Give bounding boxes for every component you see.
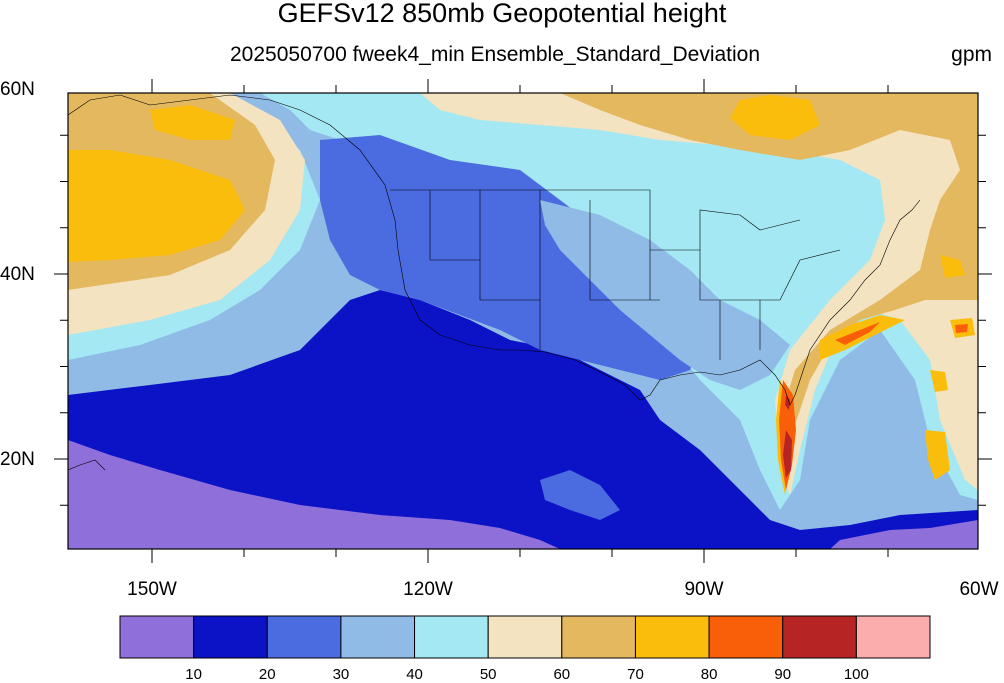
map-frame xyxy=(67,92,979,550)
colorbar-label: 20 xyxy=(258,666,276,683)
colorbar-label: 40 xyxy=(406,666,423,683)
colorbar-swatch xyxy=(561,615,636,659)
map-subtitle: 2025050700 fweek4_min Ensemble_Standard_… xyxy=(230,43,761,66)
std-dev-field xyxy=(68,93,978,549)
colorbar-swatch xyxy=(119,615,195,659)
colorbar-swatch xyxy=(266,615,342,659)
lat-label-20n: 20N xyxy=(0,449,35,470)
units-label: gpm xyxy=(951,43,992,66)
lon-label-60w: 60W xyxy=(959,579,999,600)
colorbar-swatch xyxy=(634,615,710,659)
lon-label-120w: 120W xyxy=(403,579,453,600)
field-30-40-land xyxy=(540,200,790,390)
boundaries xyxy=(68,94,921,471)
colorbar-label: 100 xyxy=(843,666,869,683)
colorbar-label: 50 xyxy=(479,666,497,683)
colorbar-swatch xyxy=(708,615,784,659)
colorbar-swatch xyxy=(414,615,489,659)
lon-label-90w: 90W xyxy=(684,579,724,600)
colorbar-swatch xyxy=(487,615,563,659)
colorbar-label: 10 xyxy=(185,666,202,683)
colorbar-label: 80 xyxy=(700,666,718,683)
field-10-20 xyxy=(68,290,978,549)
lat-label-60n: 60N xyxy=(0,79,35,100)
field-below-10 xyxy=(68,440,978,549)
colorbar-label: 90 xyxy=(774,666,792,683)
colorbar-swatch xyxy=(855,615,931,659)
field-20-30-land xyxy=(320,135,700,520)
axis-ticks xyxy=(54,79,992,563)
lon-label-150w: 150W xyxy=(127,579,177,600)
colorbar-label: 60 xyxy=(553,666,571,683)
colorbar-label: 30 xyxy=(332,666,350,683)
colorbar-swatch xyxy=(193,615,268,659)
colorbar-swatch xyxy=(782,615,857,659)
colorbar-swatch xyxy=(340,615,416,659)
lat-label-40n: 40N xyxy=(0,264,35,285)
field-90-100 xyxy=(783,395,792,478)
map-title: GEFSv12 850mb Geopotential height xyxy=(277,0,727,28)
colorbar-label: 70 xyxy=(627,666,644,683)
field-50-60 xyxy=(68,93,978,495)
